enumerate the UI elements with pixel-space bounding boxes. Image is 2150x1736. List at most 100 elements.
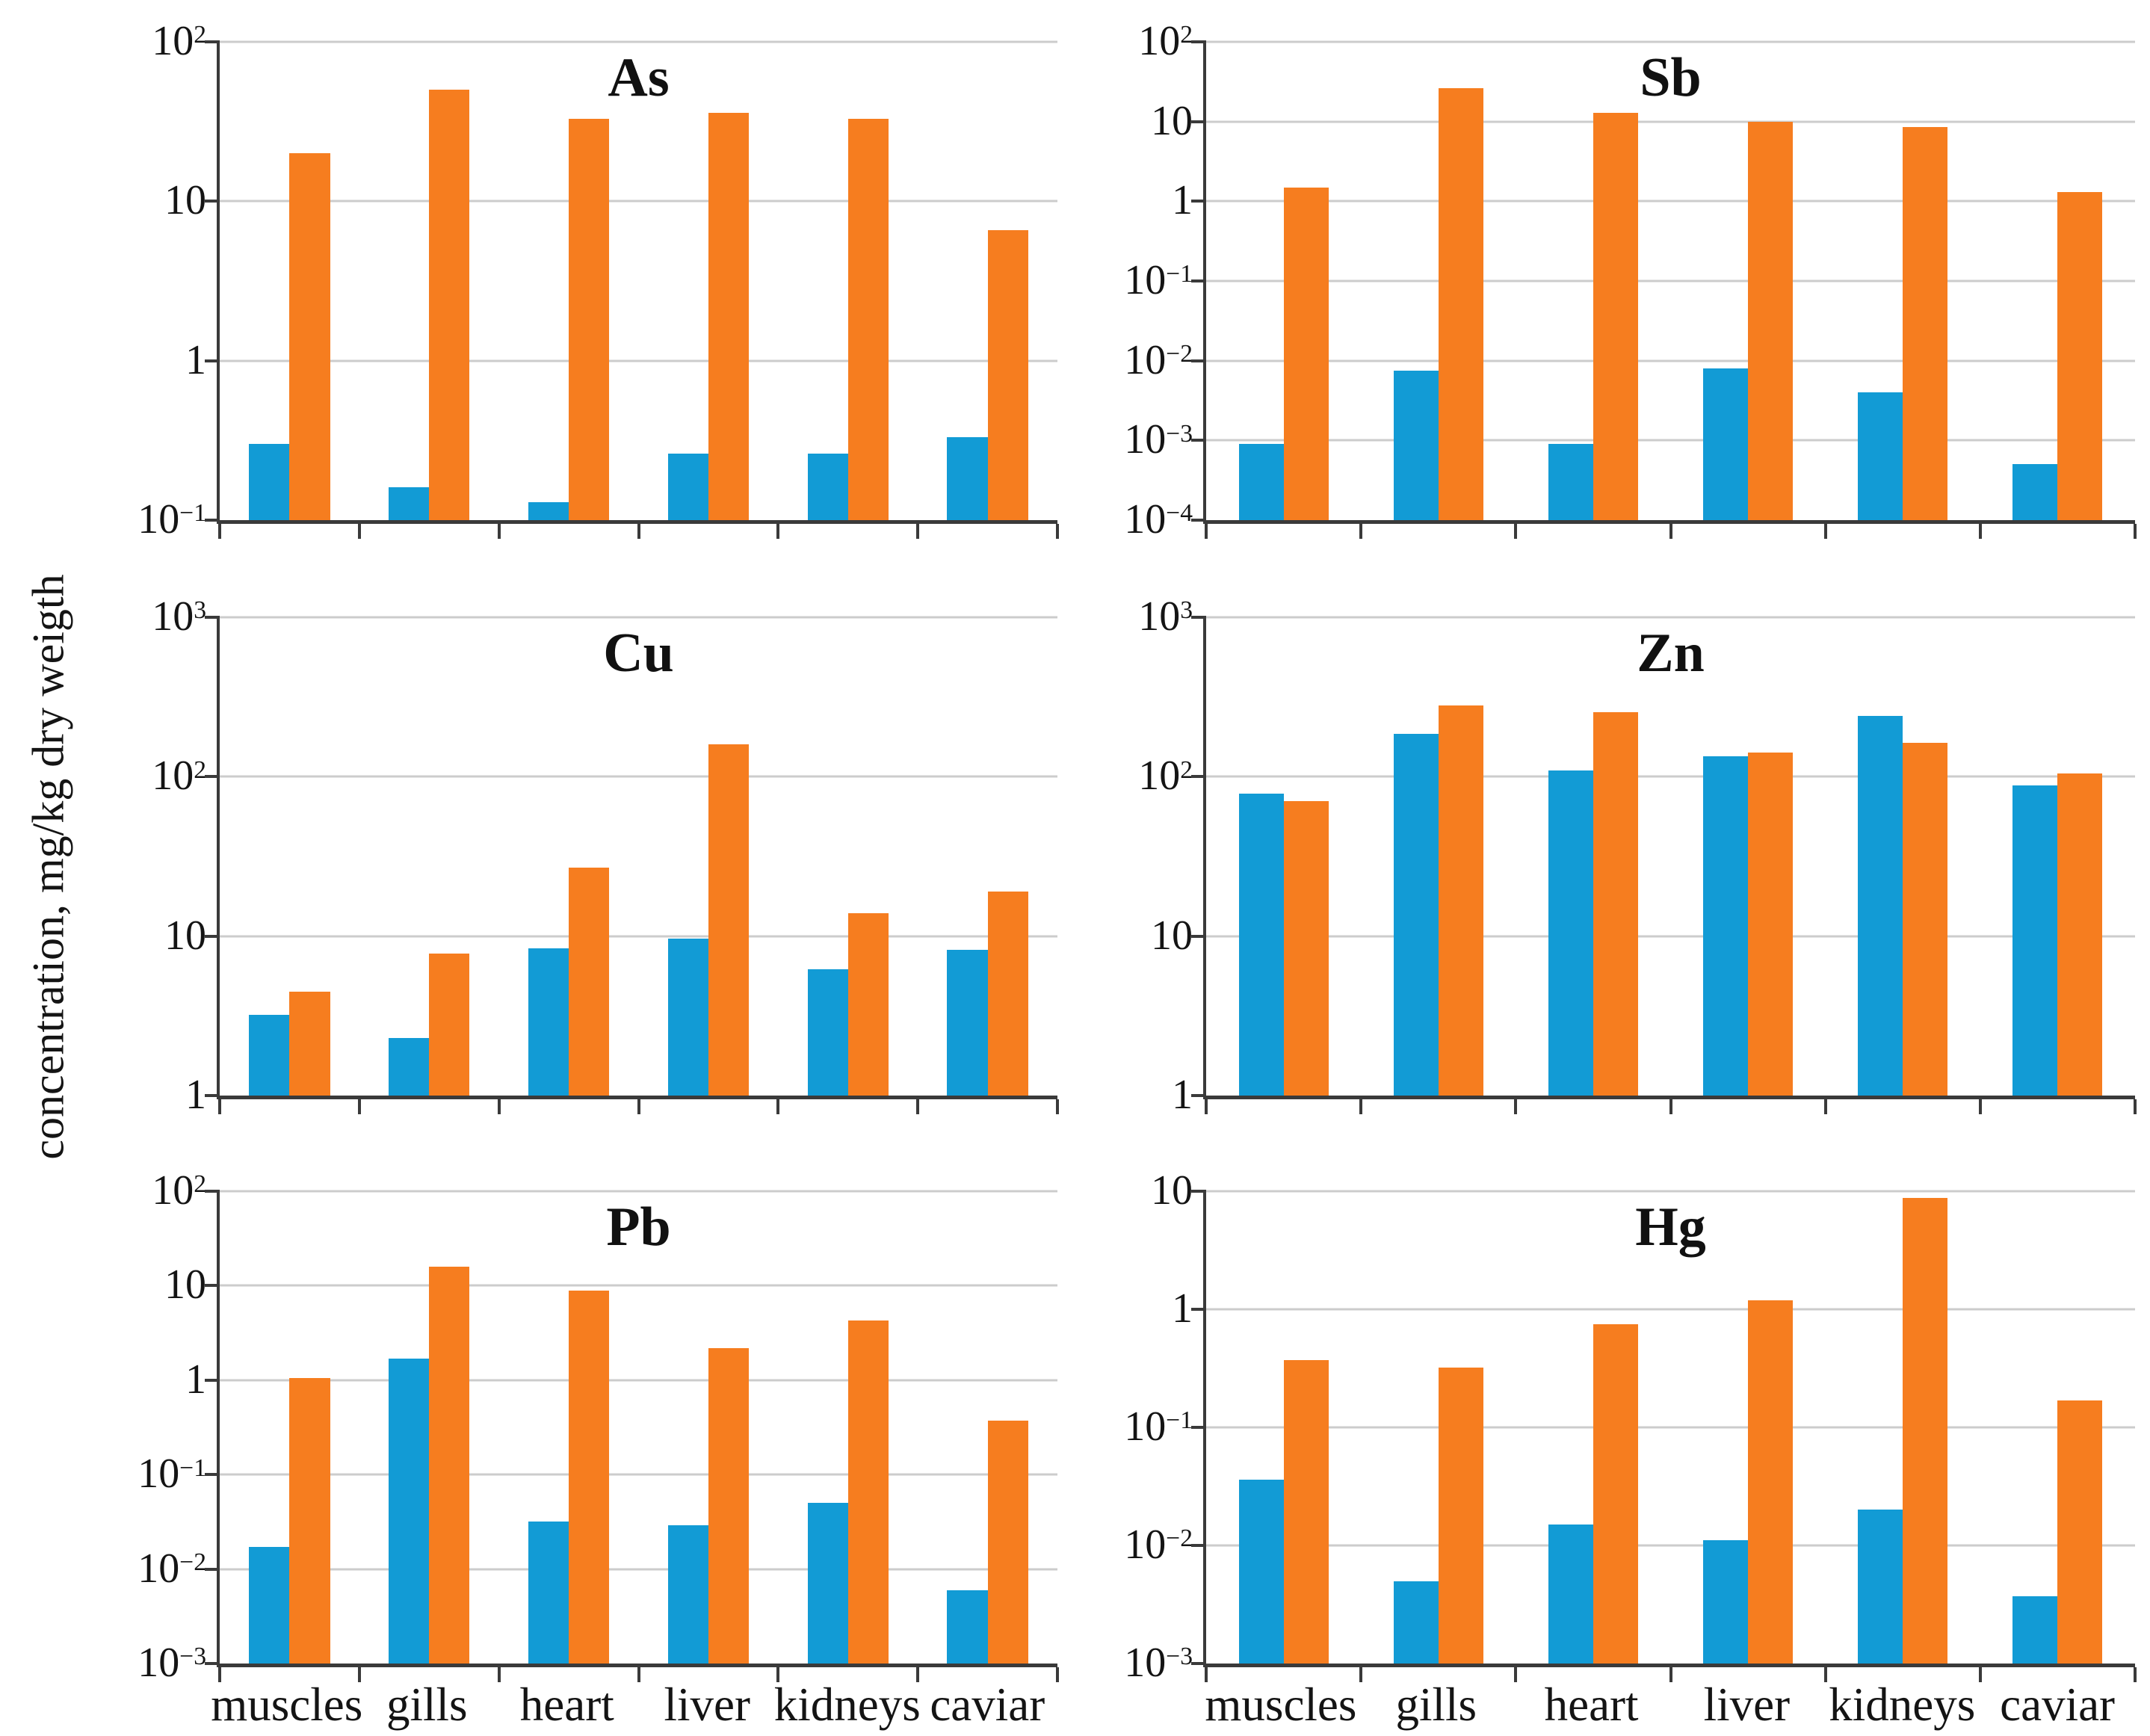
y-tick-mark — [1191, 616, 1206, 619]
gridline — [1206, 40, 2135, 43]
y-axis-label: concentration, mg/kg dry weigth — [23, 574, 73, 1160]
y-tick-label: 102 — [152, 17, 206, 64]
y-tick-label: 1 — [1172, 1071, 1193, 1118]
blue-bar-liver — [667, 939, 708, 1096]
y-tick-mark — [205, 1190, 220, 1193]
blue-bar-gills — [1393, 371, 1439, 520]
plot-area: Pb — [205, 1190, 1059, 1682]
blue-bar-muscles — [249, 1015, 290, 1096]
x-tick-mark — [1823, 1667, 1827, 1682]
blue-bar-caviar — [2012, 464, 2058, 520]
x-axis-labels: muscles gills heart liver kidneys caviar — [211, 1667, 1057, 1736]
y-tick-label: 10−2 — [1124, 336, 1193, 383]
x-tick-mark — [1056, 524, 1059, 539]
x-tick-mark — [1669, 524, 1672, 539]
y-tick-mark — [1191, 120, 1206, 123]
y-tick-mark — [205, 616, 220, 619]
x-tick-mark — [776, 524, 780, 539]
blue-bar-heart — [528, 501, 569, 520]
x-tick-label-muscles: muscles — [1205, 1678, 1357, 1731]
gridline — [1206, 200, 2135, 203]
blue-bar-liver — [667, 1525, 708, 1664]
x-tick-label-kidneys: kidneys — [1829, 1678, 1976, 1731]
orange-bar-gills — [429, 1266, 470, 1664]
y-tick-label: 10 — [1151, 912, 1193, 959]
x-axis-labels: muscles gills heart liver kidneys caviar — [1203, 1667, 2135, 1736]
blue-bar-liver — [1703, 1540, 1749, 1664]
x-tick-mark — [1823, 524, 1827, 539]
y-tick-mark — [1191, 1308, 1206, 1311]
orange-bar-kidneys — [847, 912, 889, 1096]
x-tick-mark — [1514, 1667, 1518, 1682]
y-tick-mark — [205, 1567, 220, 1571]
y-axis-ticks: 102 10 1 10−1 — [97, 20, 217, 540]
gridline — [1206, 1544, 2135, 1547]
blue-bar-gills — [389, 1358, 430, 1664]
panel-pb: 102 10 1 10−1 10−2 10−3 Pb muscles gills heart l… — [97, 1124, 1091, 1734]
x-tick-mark — [1205, 524, 1208, 539]
y-tick-mark — [1191, 775, 1206, 779]
y-tick-mark — [205, 775, 220, 779]
x-tick-mark — [218, 1099, 221, 1114]
orange-bar-liver — [708, 112, 750, 520]
x-tick-label-muscles: muscles — [211, 1678, 363, 1731]
x-tick-label-heart: heart — [519, 1678, 614, 1731]
y-tick-mark — [205, 1094, 220, 1097]
x-tick-mark — [1056, 1099, 1059, 1114]
orange-bar-heart — [569, 867, 610, 1096]
y-tick-label: 1 — [1172, 177, 1193, 224]
orange-bar-muscles — [1283, 1360, 1329, 1664]
y-tick-label: 1 — [185, 1356, 206, 1403]
gridline — [1206, 775, 2135, 778]
orange-bar-liver — [708, 744, 750, 1096]
y-axis-ticks: 103 102 10 1 — [97, 596, 217, 1116]
y-tick-mark — [205, 934, 220, 938]
x-tick-mark — [1823, 1099, 1827, 1114]
blue-bar-gills — [389, 487, 430, 520]
gridline — [1206, 439, 2135, 442]
plot-area: Hg — [1191, 1190, 2137, 1682]
x-tick-mark — [1205, 1099, 1208, 1114]
y-tick-mark — [1191, 1094, 1206, 1097]
blue-bar-gills — [389, 1037, 430, 1096]
y-tick-mark — [205, 1284, 220, 1288]
y-tick-mark — [1191, 200, 1206, 203]
y-tick-mark — [1191, 359, 1206, 362]
y-tick-mark — [1191, 439, 1206, 442]
gridline — [1206, 279, 2135, 282]
orange-bar-gills — [1438, 1368, 1483, 1664]
plot-area: Cu — [205, 616, 1059, 1114]
blue-bar-liver — [1703, 756, 1749, 1096]
orange-bar-heart — [569, 118, 610, 520]
y-tick-label: 10−1 — [138, 1451, 206, 1498]
y-axis-ticks: 103 102 10 1 — [1091, 596, 1203, 1116]
x-tick-mark — [1359, 524, 1363, 539]
y-tick-label: 10 — [1151, 97, 1193, 144]
y-tick-label: 103 — [152, 593, 206, 640]
y-tick-label: 10−1 — [1124, 1403, 1193, 1450]
x-tick-label-liver: liver — [664, 1678, 750, 1731]
x-tick-mark — [1978, 1099, 1982, 1114]
chart-title: Pb — [606, 1196, 671, 1258]
x-tick-label-caviar: caviar — [930, 1678, 1045, 1731]
x-tick-mark — [357, 1099, 361, 1114]
x-tick-label-heart: heart — [1544, 1678, 1639, 1731]
panel-zn: 103 102 10 1 Zn — [1091, 555, 2150, 1124]
y-axis-ticks: 102 10 1 10−1 10−2 10−3 — [97, 1170, 217, 1684]
panel-sb: 102 10 1 10−1 10−2 10−3 10−4 Sb — [1091, 0, 2150, 555]
y-tick-label: 10−4 — [1124, 495, 1193, 543]
x-tick-mark — [637, 1099, 640, 1114]
blue-bar-caviar — [2012, 785, 2058, 1096]
x-tick-mark — [218, 1667, 221, 1682]
gridline — [220, 40, 1057, 43]
x-tick-mark — [497, 1099, 501, 1114]
x-tick-mark — [916, 524, 920, 539]
y-tick-mark — [1191, 934, 1206, 938]
blue-bar-heart — [1548, 770, 1593, 1096]
x-tick-mark — [1514, 524, 1518, 539]
blue-bar-caviar — [947, 950, 988, 1096]
plot-area: Sb — [1191, 40, 2137, 539]
y-tick-label: 10−3 — [138, 1639, 206, 1686]
y-tick-mark — [205, 519, 220, 522]
